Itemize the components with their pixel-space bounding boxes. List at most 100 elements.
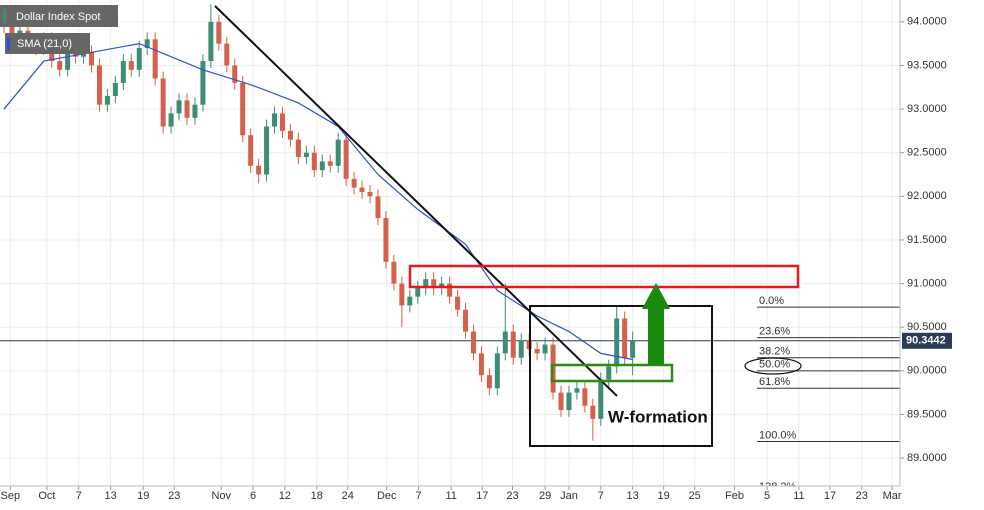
last-price-label: 90.3442 (906, 335, 946, 347)
fib-label: 0.0% (759, 295, 784, 307)
x-tick-label: 19 (137, 490, 149, 502)
candle-body (9, 26, 15, 35)
candle-body (470, 331, 476, 354)
chart-title: Dollar Index Spot (16, 11, 100, 23)
x-tick-label: 12 (279, 490, 291, 502)
candle-body (232, 65, 238, 83)
candle-body (256, 165, 262, 175)
candle-body (240, 82, 246, 136)
candle-body (327, 161, 333, 166)
fib-label: 23.6% (759, 326, 790, 338)
candle-body (343, 139, 349, 179)
y-tick-label: 89.5000 (907, 408, 947, 420)
x-tick-label: 7 (598, 490, 604, 502)
x-tick-label: Mar (883, 490, 902, 502)
sma-box (5, 33, 90, 54)
y-tick-label: 89.0000 (907, 452, 947, 464)
candle-body (17, 30, 23, 35)
candle-body (351, 178, 357, 188)
candle-body (208, 21, 214, 62)
x-tick-label: 23 (856, 490, 868, 502)
support-box (550, 363, 674, 383)
x-tick-label: 6 (250, 490, 256, 502)
fib-label: 61.8% (759, 376, 790, 388)
candle-body (478, 353, 484, 376)
x-tick-label: 19 (658, 490, 670, 502)
candle-body (81, 52, 87, 57)
fib-label: 38.2% (759, 346, 790, 358)
x-tick-label: 5 (764, 490, 770, 502)
title-swatch (3, 9, 6, 23)
candle-body (248, 135, 254, 166)
y-tick-label: 93.5000 (907, 59, 947, 71)
candle-body (311, 152, 317, 171)
x-tick-label: Oct (38, 490, 55, 502)
candle-body (120, 61, 126, 83)
candle-body (136, 47, 142, 70)
sma-swatch (7, 37, 10, 51)
candle-body (558, 392, 564, 411)
fib-highlight (744, 357, 802, 375)
candle-body (399, 283, 405, 306)
candle-body (224, 43, 230, 66)
candle-body (415, 287, 421, 297)
candle-body (152, 39, 158, 79)
candle-body (375, 196, 381, 219)
x-tick-label: 18 (311, 490, 323, 502)
y-tick-label: 92.5000 (907, 147, 947, 159)
y-tick-label: 93.0000 (907, 103, 947, 115)
x-tick-label: Nov (211, 490, 231, 502)
candle-body (216, 21, 222, 44)
x-tick-label: 23 (168, 490, 180, 502)
x-tick-label: Sep (1, 490, 21, 502)
x-tick-label: 13 (104, 490, 116, 502)
candle-body (144, 39, 150, 48)
fibonacci: 0.0% 23.6% 38.2%50.0% 61.8% 100.0% 138.2% (757, 295, 900, 493)
sma-line (3, 43, 633, 361)
grid: 94.0000 93.5000 93.0000 92.5000 92.0000 91.50… (0, 0, 947, 502)
y-tick-label: 91.5000 (907, 234, 947, 246)
candle-body (303, 152, 309, 158)
y-tick-label: 90.5000 (907, 321, 947, 333)
x-tick-label: 24 (342, 490, 354, 502)
fib-label: 138.2% (759, 481, 797, 493)
y-tick-label: 91.0000 (907, 277, 947, 289)
candle-body (176, 100, 182, 114)
x-tick-label: 29 (539, 490, 551, 502)
candle-body (582, 388, 588, 406)
annotations: W-formation (214, 5, 802, 447)
candle-body (128, 61, 134, 70)
candle-body (104, 95, 110, 105)
x-tick-label: 23 (506, 490, 518, 502)
candle-body (518, 340, 524, 358)
candle-body (606, 366, 612, 380)
candle-body (287, 130, 293, 140)
candle-body (566, 392, 572, 411)
title-box (0, 5, 118, 27)
resistance-box (408, 264, 800, 289)
candle-body (112, 82, 118, 96)
candle-body (431, 279, 437, 288)
trend-line (214, 5, 618, 397)
x-tick-label: Feb (725, 490, 744, 502)
arrow-head (642, 283, 670, 309)
candle-body (96, 65, 102, 105)
y-tick-label: 92.0000 (907, 190, 947, 202)
y-tick-label: 90.0000 (907, 365, 947, 377)
candle-body (630, 340, 636, 358)
x-tick-label: Dec (377, 490, 397, 502)
candle-body (614, 318, 620, 367)
candle-body (622, 318, 628, 358)
candle-body (534, 349, 540, 354)
candle-body (160, 78, 166, 127)
fib-label: 50.0% (759, 359, 790, 371)
candle-body (574, 388, 580, 393)
candle-body (89, 52, 95, 66)
candle-body (542, 344, 548, 354)
candle-body (279, 113, 285, 131)
candle-body (184, 100, 190, 118)
candle-body (502, 331, 508, 354)
arrow-shaft (648, 308, 664, 365)
candle-body (407, 296, 413, 306)
x-tick-label: Jan (560, 490, 578, 502)
